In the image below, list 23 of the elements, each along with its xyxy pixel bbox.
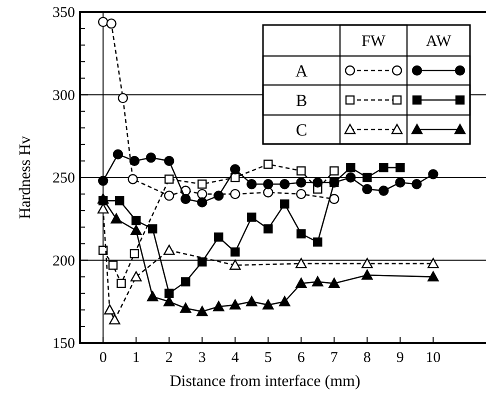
legend-label: A [295,62,308,80]
x-tick-label: 1 [132,350,140,366]
x-tick-label: 8 [363,350,371,366]
x-tick-label: 6 [297,350,306,366]
y-axis-title: Hardness Hv [17,136,34,220]
x-tick-label: 2 [165,350,173,366]
y-tick-label: 300 [52,88,75,104]
y-tick-label: 150 [52,336,75,352]
y-tick-label: 200 [52,253,75,270]
x-tick-label: 5 [264,350,272,366]
x-tick-label: 4 [231,350,240,366]
x-tick-label: 9 [396,350,404,366]
annotation: AW [426,33,452,50]
annotation: FW [362,33,386,50]
x-axis-title: Distance from interface (mm) [170,373,360,390]
y-tick-label: 250 [52,170,75,186]
x-tick-label: 10 [426,350,441,366]
legend-label: B [296,91,308,110]
x-tick-label: 0 [99,350,107,366]
x-tick-label: 7 [330,350,338,366]
y-tick-label: 350 [52,5,75,21]
legend-label: C [296,120,308,140]
x-tick-label: 3 [198,350,206,366]
